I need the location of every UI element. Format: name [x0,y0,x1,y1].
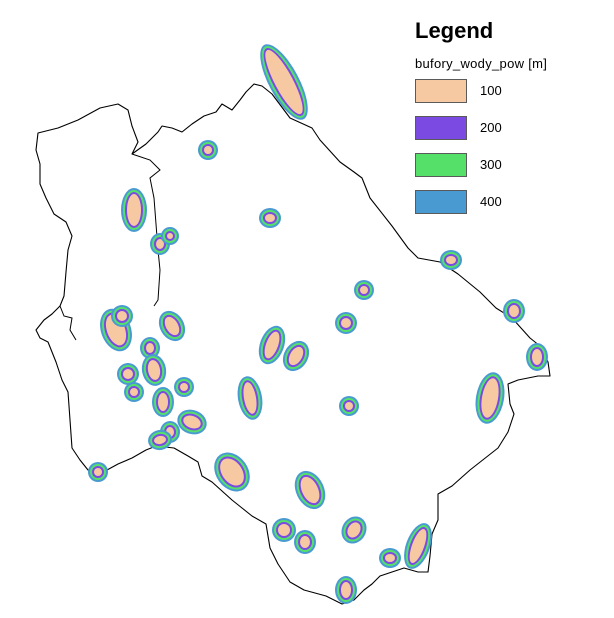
water-buffer-18 [141,354,167,386]
buffer-ring-100 [164,316,180,336]
water-buffer-3 [121,188,147,232]
legend-item-400: 400 [412,190,608,227]
buffer-ring-100 [146,343,154,353]
water-buffer-28 [148,429,172,451]
water-buffer-30 [214,452,250,492]
water-buffer-32 [272,518,296,542]
buffer-ring-100 [183,415,201,429]
water-buffer-9 [503,299,525,323]
water-buffer-8 [354,280,374,300]
buffer-ring-100 [509,305,519,317]
legend-item-300: 300 [412,153,608,190]
water-buffer-6 [161,227,179,245]
legend-title: Legend [415,18,494,43]
legend-swatch-200 [415,116,467,140]
boundary-detail [59,153,161,341]
boundary-outline [35,83,551,605]
water-buffer-29 [88,462,108,482]
water-buffer-4 [259,208,281,228]
buffer-ring-100 [300,476,320,504]
legend-swatch-400 [415,190,467,214]
buffer-ring-100 [220,458,244,486]
buffer-ring-100 [156,239,164,249]
legend-item-200: 200 [412,116,608,153]
water-buffer-24 [475,372,505,424]
buffer-ring-100 [167,233,173,239]
legend-label-300: 300 [480,157,502,172]
buffer-ring-100 [180,383,188,391]
buffer-ring-100 [532,349,542,365]
buffer-ring-100 [154,435,166,445]
buffer-ring-100 [94,468,102,476]
buffer-ring-100 [345,402,353,410]
buffer-ring-100 [446,256,456,264]
water-buffer-34 [341,516,367,544]
buffer-ring-100 [341,582,351,598]
legend: Legend bufory_wody_pow [m] 100 200 300 4… [412,18,608,227]
buffer-ring-100 [204,146,212,154]
buffer-ring-100 [481,378,499,418]
buffer-ring-100 [264,331,280,359]
legend-layer-name: bufory_wody_pow [m] [415,56,548,71]
water-buffer-23 [526,343,548,371]
legend-label-200: 200 [480,120,502,135]
buffer-ring-100 [385,554,395,562]
water-buffer-36 [379,548,401,568]
buffer-ring-100 [117,311,127,321]
buffer-ring-100 [288,346,304,366]
water-buffer-1 [260,44,308,120]
water-buffer-7 [440,250,462,270]
legend-label-400: 400 [480,194,502,209]
legend-swatch-100 [415,79,467,103]
buffer-ring-100 [341,318,351,328]
water-buffer-33 [294,530,316,554]
water-buffer-13 [111,305,133,327]
water-buffer-2 [198,140,218,160]
buffer-ring-100 [347,522,361,538]
water-buffer-11 [158,310,186,342]
buffer-ring-100 [409,528,427,564]
legend-label-100: 100 [480,83,502,98]
water-buffer-21 [174,377,194,397]
buffer-ring-100 [360,286,368,294]
water-buffer-10 [335,312,357,334]
water-buffer-16 [140,337,160,359]
water-buffer-37 [335,576,357,604]
water-buffer-17 [117,363,139,385]
water-buffers-layer [88,44,548,604]
legend-swatch-300 [415,153,467,177]
buffer-ring-100 [243,382,257,414]
buffer-ring-100 [265,49,303,115]
water-buffer-31 [294,470,326,510]
buffer-ring-100 [130,388,138,396]
buffer-ring-100 [127,194,141,226]
water-buffer-25 [339,396,359,416]
water-buffer-19 [124,382,144,402]
buffer-ring-100 [300,536,310,548]
water-buffer-26 [177,409,207,435]
buffer-ring-100 [123,369,133,379]
water-buffer-20 [152,387,174,417]
water-buffer-15 [282,340,310,372]
buffer-ring-100 [265,214,275,222]
water-buffer-14 [258,325,286,365]
water-buffer-35 [404,523,432,569]
buffer-ring-100 [158,393,168,411]
buffer-ring-100 [147,360,161,380]
water-buffer-22 [237,376,263,420]
buffer-ring-100 [278,524,290,536]
legend-item-100: 100 [412,79,608,116]
